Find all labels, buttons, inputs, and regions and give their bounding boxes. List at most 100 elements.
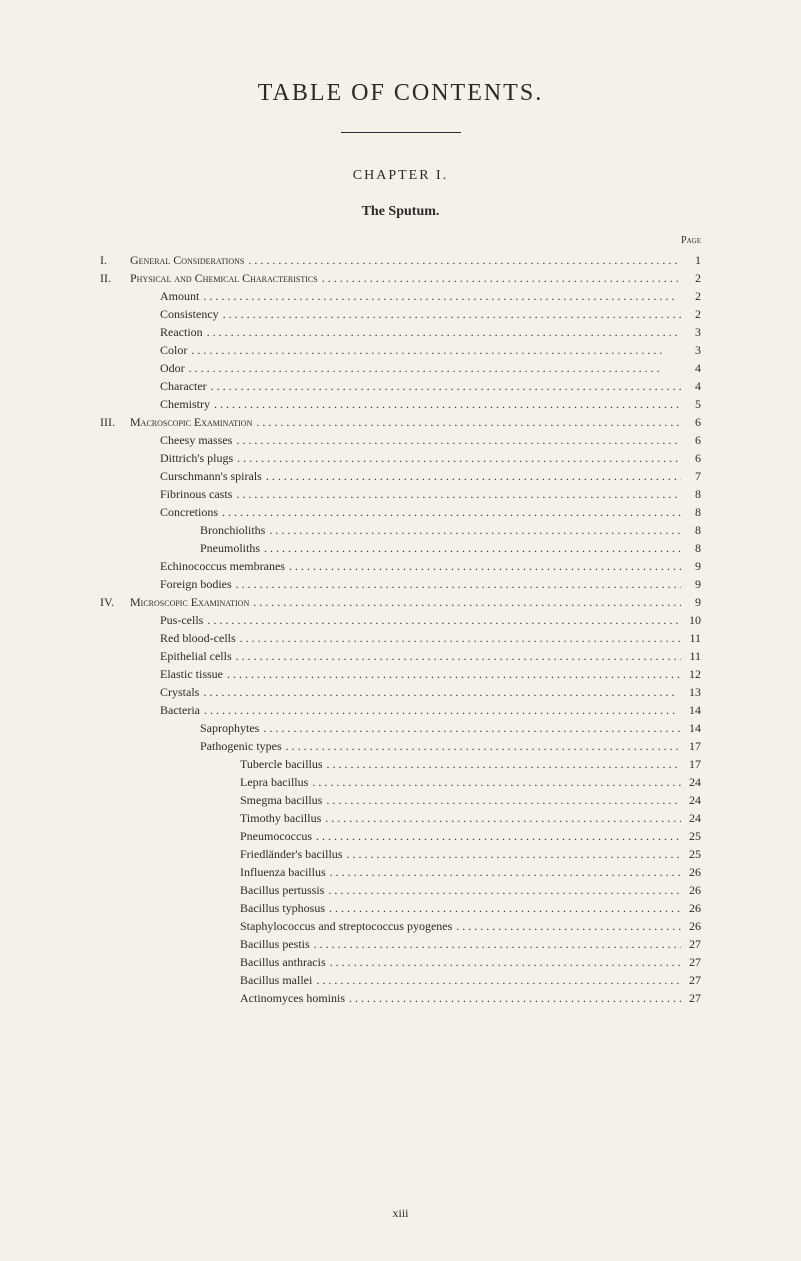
- toc-entry-label: Curschmann's spirals: [160, 467, 262, 485]
- toc-entry-page: 6: [681, 413, 701, 431]
- toc-entry-text: Bacillus mallei: [240, 973, 312, 987]
- toc-entry-text: Fibrinous casts: [160, 487, 232, 501]
- toc-entry-text: Epithelial cells: [160, 649, 232, 663]
- toc-entry: Echinococcus membranes9: [100, 557, 701, 575]
- toc-entry-page: 9: [681, 575, 701, 593]
- toc-entry-page: 1: [681, 251, 701, 269]
- toc-entry-text: Influenza bacillus: [240, 865, 326, 879]
- toc-entry: Timothy bacillus24: [100, 809, 701, 827]
- toc-entry-text: Tubercle bacillus: [240, 757, 323, 771]
- toc-entry-page: 26: [681, 917, 701, 935]
- toc-entry: Dittrich's plugs6: [100, 449, 701, 467]
- toc-entry: Staphylococcus and streptococcus pyogene…: [100, 917, 701, 935]
- toc-entry-text: General Considerations: [130, 253, 244, 267]
- toc-entry-dots: [345, 989, 681, 1007]
- toc-entry: Reaction3: [100, 323, 701, 341]
- toc-entry-dots: [249, 593, 681, 611]
- toc-entry: Bacteria14: [100, 701, 701, 719]
- toc-entry-label: III.Macroscopic Examination: [100, 413, 252, 431]
- toc-entry-page: 26: [681, 899, 701, 917]
- toc-entry-text: Consistency: [160, 307, 219, 321]
- toc-entry-text: Bacillus pestis: [240, 937, 310, 951]
- toc-entry-page: 12: [681, 665, 701, 683]
- toc-entry: Tubercle bacillus 17: [100, 755, 701, 773]
- toc-entry-label: Color: [160, 341, 187, 359]
- toc-entry-label: Amount: [160, 287, 199, 305]
- toc-entry-label: Influenza bacillus: [240, 863, 326, 881]
- toc-entry: Saprophytes14: [100, 719, 701, 737]
- toc-entry-dots: [232, 575, 681, 593]
- toc-entry-text: Microscopic Examination: [130, 595, 249, 609]
- toc-entry-dots: [185, 359, 681, 377]
- toc-entry-label: Chemistry: [160, 395, 210, 413]
- toc-entry-text: Pneumoliths: [200, 541, 260, 555]
- toc-entry-dots: [203, 323, 681, 341]
- toc-entry-prefix: I.: [100, 251, 130, 269]
- toc-entry-page: 7: [681, 467, 701, 485]
- toc-container: I.General Considerations 1 II.Physical and…: [100, 251, 701, 1007]
- toc-entry-text: Red blood-cells: [160, 631, 236, 645]
- toc-entry-text: Crystals: [160, 685, 199, 699]
- toc-entry: Bacillus mallei27: [100, 971, 701, 989]
- toc-entry-text: Dittrich's plugs: [160, 451, 233, 465]
- toc-entry-page: 24: [681, 773, 701, 791]
- toc-entry-page: 24: [681, 791, 701, 809]
- toc-entry-text: Concretions: [160, 505, 218, 519]
- toc-entry-dots: [325, 899, 681, 917]
- toc-entry-label: Actinomyces hominis: [240, 989, 345, 1007]
- toc-entry-label: Smegma bacillus: [240, 791, 322, 809]
- toc-entry-text: Macroscopic Examination: [130, 415, 252, 429]
- toc-entry-page: 27: [681, 953, 701, 971]
- toc-entry: Smegma bacillus 24: [100, 791, 701, 809]
- toc-entry-page: 2: [681, 287, 701, 305]
- toc-entry-dots: [207, 377, 681, 395]
- page-column-label: Page: [100, 235, 701, 246]
- toc-entry-page: 27: [681, 935, 701, 953]
- toc-entry: Odor4: [100, 359, 701, 377]
- toc-entry-page: 9: [681, 557, 701, 575]
- toc-entry-dots: [203, 611, 681, 629]
- toc-entry-dots: [232, 431, 681, 449]
- toc-entry-text: Elastic tissue: [160, 667, 223, 681]
- toc-entry-page: 8: [681, 503, 701, 521]
- toc-entry-text: Chemistry: [160, 397, 210, 411]
- toc-entry-label: Pathogenic types: [200, 737, 282, 755]
- toc-entry-page: 26: [681, 863, 701, 881]
- toc-entry-label: Red blood-cells: [160, 629, 236, 647]
- toc-entry-prefix: II.: [100, 269, 130, 287]
- toc-entry: Curschmann's spirals 7: [100, 467, 701, 485]
- toc-entry-text: Physical and Chemical Characteristics: [130, 271, 318, 285]
- toc-entry-dots: [187, 341, 681, 359]
- toc-entry-page: 17: [681, 755, 701, 773]
- toc-entry-dots: [233, 449, 681, 467]
- toc-entry-page: 3: [681, 341, 701, 359]
- toc-entry-label: Concretions: [160, 503, 218, 521]
- toc-entry-text: Bacillus anthracis: [240, 955, 326, 969]
- toc-entry: Amount 2: [100, 287, 701, 305]
- toc-entry: Bacillus pestis 27: [100, 935, 701, 953]
- toc-entry-label: Epithelial cells: [160, 647, 232, 665]
- toc-entry-text: Cheesy masses: [160, 433, 232, 447]
- toc-entry: Concretions 8: [100, 503, 701, 521]
- toc-entry: IV.Microscopic Examination9: [100, 593, 701, 611]
- toc-entry-text: Color: [160, 343, 187, 357]
- toc-entry-page: 8: [681, 539, 701, 557]
- chapter-title: CHAPTER I.: [100, 168, 701, 184]
- toc-entry-page: 11: [681, 629, 701, 647]
- toc-entry-label: Consistency: [160, 305, 219, 323]
- toc-entry: Consistency2: [100, 305, 701, 323]
- toc-entry-dots: [342, 845, 681, 863]
- toc-entry: Red blood-cells 11: [100, 629, 701, 647]
- toc-entry-dots: [452, 917, 681, 935]
- toc-entry: Crystals13: [100, 683, 701, 701]
- toc-entry-label: Reaction: [160, 323, 203, 341]
- toc-entry: Bacillus typhosus26: [100, 899, 701, 917]
- toc-entry: Foreign bodies 9: [100, 575, 701, 593]
- toc-entry-text: Character: [160, 379, 207, 393]
- toc-entry-text: Bacillus pertussis: [240, 883, 324, 897]
- toc-entry-page: 11: [681, 647, 701, 665]
- toc-entry-text: Actinomyces hominis: [240, 991, 345, 1005]
- toc-entry-label: Foreign bodies: [160, 575, 232, 593]
- toc-entry-label: Bacillus pestis: [240, 935, 310, 953]
- toc-entry-dots: [326, 953, 681, 971]
